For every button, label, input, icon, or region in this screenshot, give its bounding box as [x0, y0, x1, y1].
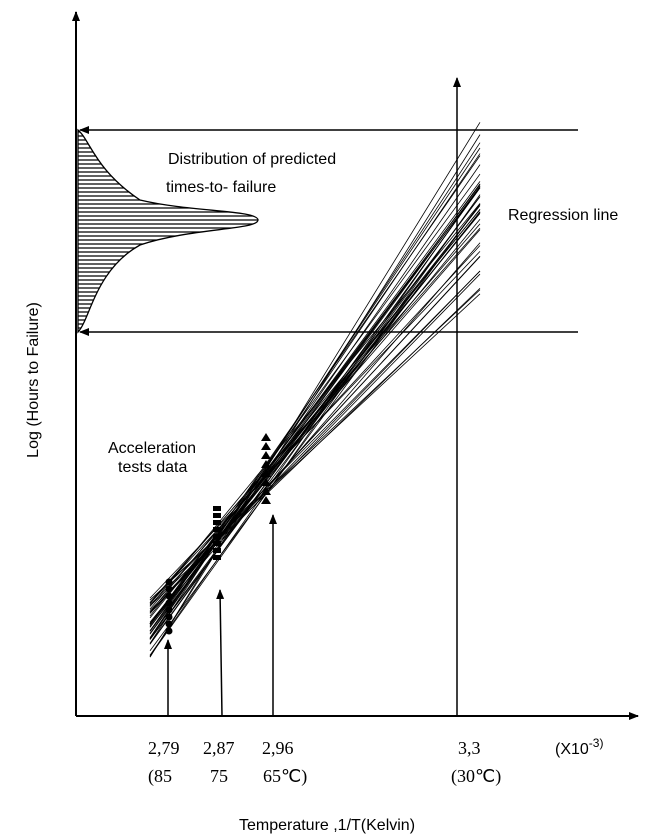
test-point [261, 496, 271, 504]
regression-line [149, 293, 481, 601]
test-point [261, 451, 271, 459]
regression-line [149, 273, 481, 613]
annotation: Acceleration [108, 440, 196, 457]
test-point [261, 433, 271, 441]
annotation: times-to- failure [166, 179, 276, 196]
x-unit-base: (X10 [555, 741, 589, 758]
regression-line [149, 242, 481, 624]
regression-line [149, 187, 481, 644]
tick-label: 2,79 [148, 738, 180, 758]
tick-label: 2,96 [262, 738, 294, 758]
tick-label: 2,87 [203, 738, 235, 758]
test-point [213, 506, 221, 511]
regression-line [149, 134, 481, 658]
layout [77, 122, 481, 658]
regression-line [149, 213, 481, 617]
annotation: Regression line [508, 207, 618, 224]
regression-line [149, 229, 481, 610]
test-point [213, 555, 221, 560]
distribution-outline [77, 128, 259, 334]
test-point [165, 585, 173, 593]
regression-line [149, 223, 481, 605]
x-axis-label: Temperature ,1/T(Kelvin) [239, 817, 415, 834]
test-point [165, 620, 173, 628]
tick-temp: 65℃) [263, 766, 307, 787]
test-point [261, 442, 271, 450]
regression-line [149, 183, 481, 635]
test-point [261, 460, 271, 468]
test-point [213, 527, 221, 532]
test-point [213, 513, 221, 518]
test-point [165, 606, 173, 614]
x-unit-exponent: -3) [589, 736, 604, 750]
test-point [165, 592, 173, 600]
x-unit: (X10-3) [555, 736, 603, 758]
test-point [213, 534, 221, 539]
regression-line [149, 251, 481, 599]
test-point [213, 520, 221, 525]
test-point [165, 627, 173, 635]
regression-line [149, 155, 481, 632]
test-point [165, 599, 173, 607]
regression-line [149, 270, 481, 606]
regression-line [149, 203, 481, 640]
test-point [261, 478, 271, 486]
y-axis-label: Log (Hours to Failure) [25, 302, 42, 458]
tick-temp: (30℃) [451, 766, 501, 787]
test-point [261, 469, 271, 477]
test-point [165, 578, 173, 586]
test-point [165, 613, 173, 621]
regression-line [149, 203, 481, 652]
regression-line [149, 173, 481, 625]
regression-line [149, 122, 481, 658]
regression-line [149, 256, 481, 613]
test-point [213, 541, 221, 546]
test-point [261, 487, 271, 495]
annotation: Distribution of predicted [168, 151, 336, 168]
stress-arrow [216, 589, 225, 717]
tick-label: 3,3 [458, 738, 481, 758]
annotation: tests data [118, 459, 187, 476]
test-point [213, 548, 221, 553]
tick-temp: (85 [148, 766, 172, 787]
tick-temp: 75 [210, 766, 228, 786]
